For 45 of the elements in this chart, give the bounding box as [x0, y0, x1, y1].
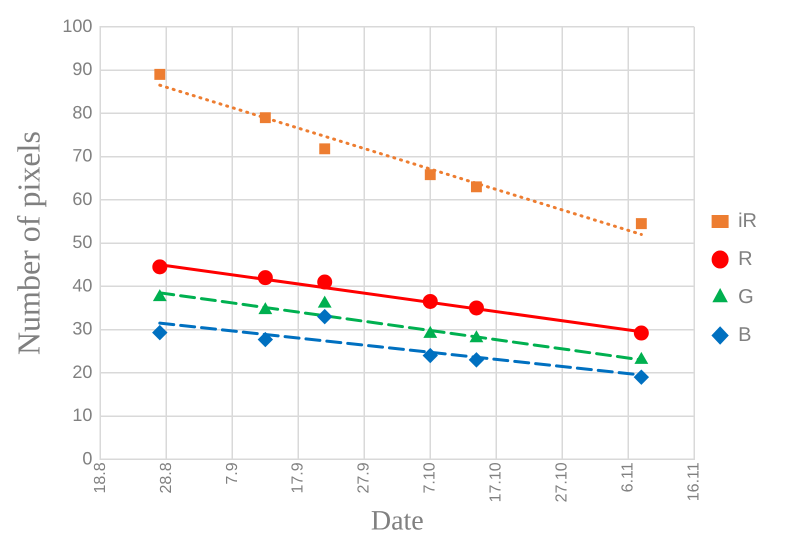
- y-tick-label: 10: [72, 405, 92, 426]
- x-tick-label: 17.9: [290, 462, 307, 494]
- point: [317, 274, 332, 290]
- point: [152, 259, 168, 274]
- y-tick-label: 60: [72, 188, 92, 209]
- point: [636, 218, 647, 230]
- point: [468, 300, 484, 316]
- point: [634, 370, 649, 385]
- x-tick-label: 6.11: [620, 462, 637, 492]
- legend-label: B: [738, 324, 752, 346]
- point: [470, 181, 482, 192]
- point: [317, 309, 332, 324]
- point: [260, 112, 271, 124]
- point: [468, 352, 484, 368]
- point: [422, 348, 438, 364]
- legend-label: iR: [738, 210, 758, 232]
- y-tick-label: 80: [72, 102, 92, 122]
- y-tick-label: 100: [62, 16, 92, 36]
- y-tick-label: 90: [72, 59, 92, 80]
- y-tick-label: 20: [72, 362, 92, 382]
- x-axis-title: Date: [370, 506, 424, 537]
- x-tick-label: 27.9: [356, 462, 373, 494]
- x-tick-label: 27.10: [554, 462, 571, 502]
- point: [154, 68, 166, 80]
- point: [258, 270, 273, 286]
- legend-label: R: [738, 248, 753, 270]
- x-tick-label: 7.9: [224, 462, 241, 485]
- y-tick-label: 30: [72, 318, 92, 339]
- point: [634, 326, 649, 341]
- y-tick-label: 50: [72, 232, 92, 252]
- x-tick-label: 7.10: [422, 462, 439, 494]
- y-axis-title: Number of pixels: [10, 131, 47, 356]
- x-tick-label: 18.8: [92, 462, 109, 494]
- x-tick-label: 17.10: [488, 462, 505, 502]
- x-tick-label: 16.11: [686, 462, 703, 502]
- point: [424, 169, 436, 180]
- y-tick-label: 0: [82, 448, 92, 468]
- x-tick-label: 28.8: [158, 462, 175, 494]
- point: [319, 143, 330, 154]
- point: [152, 325, 168, 340]
- y-tick-label: 40: [72, 275, 92, 296]
- legend-label: G: [738, 286, 754, 308]
- point: [422, 294, 438, 309]
- point: [258, 332, 273, 348]
- y-tick-label: 70: [72, 146, 92, 166]
